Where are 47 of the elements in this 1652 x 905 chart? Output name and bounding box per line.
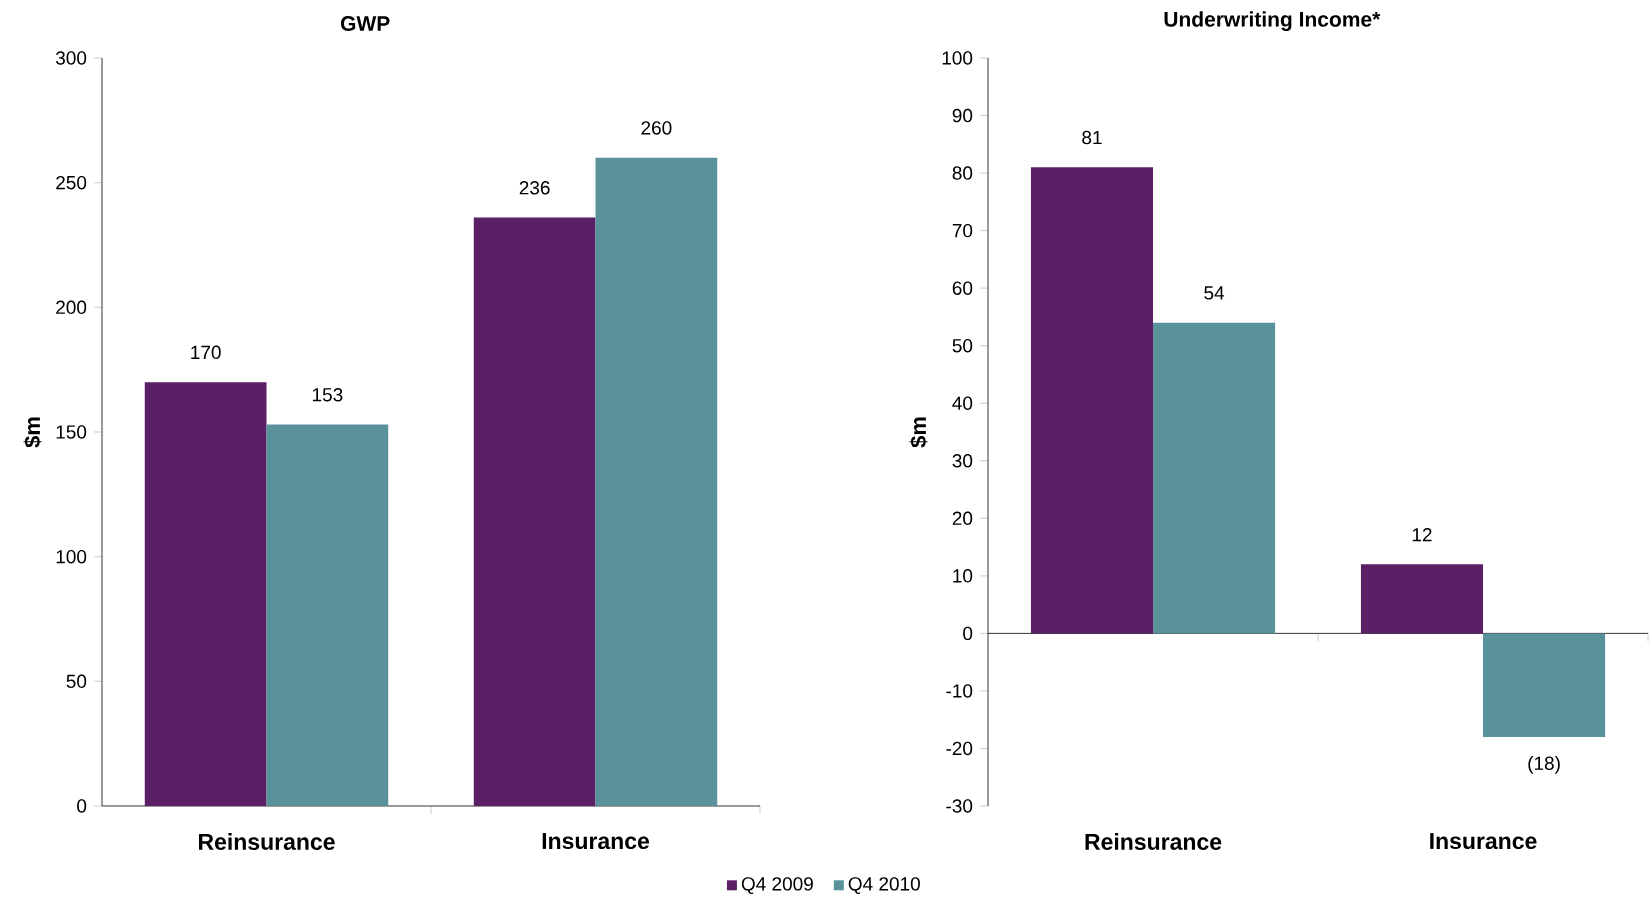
y-tick-label: -30 bbox=[946, 799, 973, 813]
legend-label: Q4 2009 bbox=[741, 877, 813, 895]
y-tick-label: 40 bbox=[952, 396, 973, 410]
y-tick-label: 300 bbox=[55, 51, 87, 65]
data-label: 54 bbox=[1204, 286, 1225, 300]
data-label: 81 bbox=[1082, 130, 1102, 145]
bar bbox=[266, 424, 389, 806]
y-tick-label: 0 bbox=[77, 799, 87, 813]
y-tick-label: 80 bbox=[952, 166, 973, 180]
y-tick-label: 200 bbox=[56, 300, 87, 315]
bar bbox=[595, 157, 718, 806]
bar bbox=[1153, 322, 1276, 634]
data-label: 260 bbox=[641, 121, 672, 135]
y-axis-title: $m bbox=[909, 417, 928, 448]
y-tick-label: 250 bbox=[56, 175, 87, 190]
y-axis-title: $m bbox=[23, 417, 42, 448]
x-tick-label: Reinsurance bbox=[199, 833, 335, 850]
data-label: 153 bbox=[312, 388, 343, 402]
bar bbox=[473, 217, 596, 806]
legend-label: Q4 2010 bbox=[848, 877, 920, 895]
y-tick-label: 150 bbox=[56, 425, 87, 439]
y-tick-label: 100 bbox=[942, 51, 973, 65]
y-tick-label: -20 bbox=[946, 741, 973, 756]
bar bbox=[1483, 633, 1606, 737]
y-tick-label: 100 bbox=[56, 549, 87, 564]
y-tick-label: 70 bbox=[952, 223, 973, 238]
y-tick-label: -10 bbox=[946, 684, 973, 698]
x-tick-label: Reinsurance bbox=[1085, 833, 1222, 850]
bar bbox=[1360, 564, 1484, 634]
bar bbox=[144, 382, 267, 806]
bar bbox=[1030, 167, 1154, 634]
y-tick-label: 90 bbox=[952, 108, 973, 123]
y-tick-label: 10 bbox=[953, 569, 973, 583]
chart-title: GWP bbox=[340, 16, 390, 31]
y-tick-label: 0 bbox=[963, 626, 973, 641]
data-label: 12 bbox=[1412, 528, 1432, 542]
y-tick-label: 50 bbox=[952, 338, 973, 353]
y-tick-label: 60 bbox=[952, 281, 973, 295]
data-label: 170 bbox=[191, 345, 221, 360]
x-tick-label: Insurance bbox=[542, 833, 650, 850]
y-tick-label: 30 bbox=[952, 454, 973, 468]
y-tick-label: 50 bbox=[66, 674, 87, 689]
data-label: (18) bbox=[1528, 756, 1560, 774]
data-label: 236 bbox=[519, 181, 550, 195]
y-tick-label: 20 bbox=[952, 511, 973, 526]
x-tick-label: Insurance bbox=[1430, 833, 1537, 850]
chart-title: Underwriting Income* bbox=[1164, 11, 1381, 31]
